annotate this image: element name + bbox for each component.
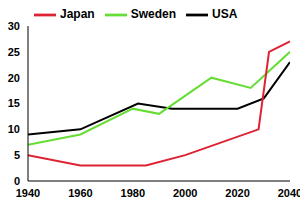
svg-text:15: 15: [8, 97, 20, 109]
svg-text:5: 5: [14, 149, 20, 161]
svg-text:2040: 2040: [278, 187, 292, 199]
html-text:USA: USA: [212, 7, 238, 22]
svg-text:2000: 2000: [173, 187, 197, 199]
svg-text:20: 20: [8, 72, 20, 84]
svg-text:0: 0: [14, 175, 20, 187]
svg-text:1940: 1940: [16, 187, 40, 199]
html-text:Japan: Japan: [60, 7, 95, 22]
svg-text:2020: 2020: [225, 187, 249, 199]
svg-text:1980: 1980: [121, 187, 145, 199]
svg-text:10: 10: [8, 123, 20, 135]
svg-text:25: 25: [8, 46, 20, 58]
svg-text:30: 30: [8, 20, 20, 32]
html-text:Sweden: Sweden: [130, 7, 176, 22]
svg-text:1960: 1960: [68, 187, 92, 199]
